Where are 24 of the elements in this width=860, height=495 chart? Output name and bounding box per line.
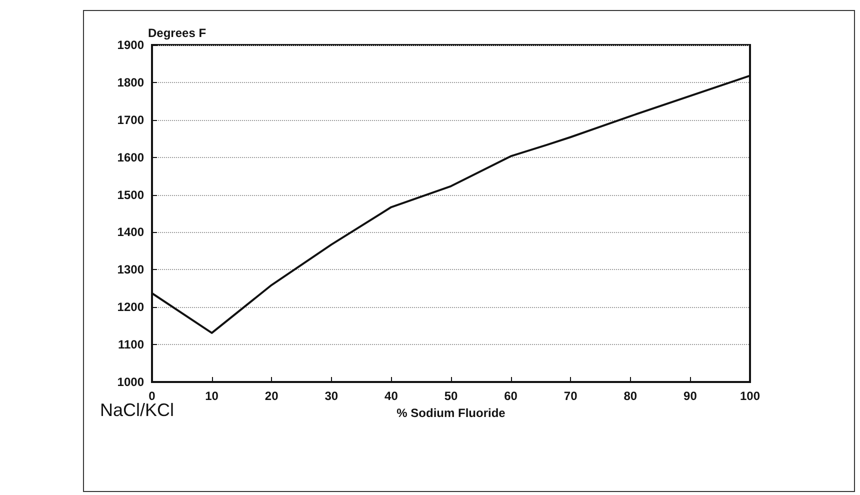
text: NaCl/KCl [100,400,174,421]
y-tick-label: 1500 [117,188,144,202]
x-axis-title: % Sodium Fluoride [396,406,506,420]
y-tick-label: 1400 [117,225,144,240]
x-tick-label: 20 [264,389,279,403]
x-tick-label: 50 [444,389,458,403]
x-tick-label: 60 [504,389,518,403]
y-tick-label: 1200 [117,300,144,314]
y-tick-label: 1900 [117,38,144,52]
x-tick-label: 70 [564,389,578,403]
x-tick-label: 40 [384,389,398,403]
x-tick-label: 10 [205,389,219,403]
x-tick-label: 100 [740,389,760,403]
y-tick-label: 1800 [117,75,144,90]
x-tick-label: 30 [324,389,338,403]
y-tick-label: 1300 [117,262,144,277]
x-tick-label: 0 [148,389,156,403]
y-axis-title: Degrees F [148,26,206,40]
x-tick-label: 80 [624,389,638,403]
x-tick-label: 90 [684,389,698,403]
y-tick-label: 1100 [118,338,144,352]
y-tick-label: 1000 [117,375,144,389]
y-tick-label: 1600 [117,150,144,164]
y-tick-label: 1700 [117,112,144,127]
